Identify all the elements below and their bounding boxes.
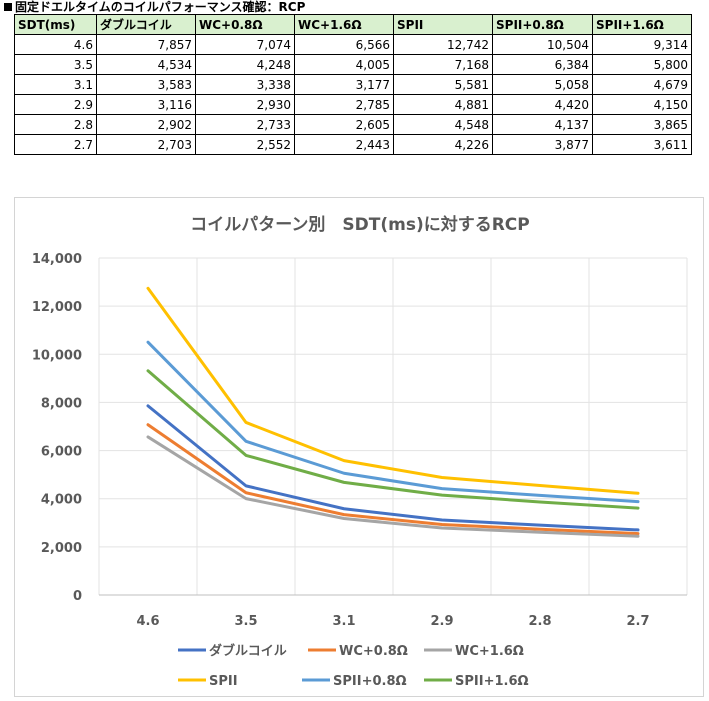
- y-tick-label: 12,000: [32, 300, 82, 315]
- table-header-row: SDT(ms) ダブルコイル WC+0.8Ω WC+1.6Ω SPII SPII…: [14, 14, 692, 35]
- chart-legend: ダブルコイル WC+0.8Ω WC+1.6Ω SPII SPII+0.8Ω SPII+1.…: [178, 643, 529, 689]
- table-cell[interactable]: 2,785: [294, 94, 394, 115]
- x-tick-label: 3.1: [332, 614, 355, 629]
- table-cell[interactable]: 3,583: [96, 74, 196, 95]
- sheet-title: 固定ドエルタイムのコイルパフォーマンス確認：RCP: [2, 0, 305, 14]
- chart-area[interactable]: コイルパターン別 SDT(ms)に対するRCP 0 2,000 4,000 6,000…: [14, 197, 704, 697]
- data-table: SDT(ms) ダブルコイル WC+0.8Ω WC+1.6Ω SPII SPII…: [14, 14, 692, 155]
- legend-label[interactable]: SPII+1.6Ω: [455, 674, 529, 689]
- table-row: 3.1 3,583 3,338 3,177 5,581 5,058 4,679: [14, 74, 692, 95]
- table-header[interactable]: SPII: [393, 14, 493, 35]
- table-cell[interactable]: 7,074: [195, 34, 295, 55]
- table-header[interactable]: SDT(ms): [14, 14, 97, 35]
- legend-label[interactable]: WC+1.6Ω: [455, 644, 524, 659]
- table-cell[interactable]: 3,877: [492, 134, 593, 155]
- y-tick-label: 0: [73, 589, 82, 604]
- table-cell[interactable]: 9,314: [592, 34, 692, 55]
- table-cell[interactable]: 4,420: [492, 94, 593, 115]
- series-lines: [146, 286, 640, 538]
- series-line[interactable]: [146, 369, 640, 510]
- table-row: 3.5 4,534 4,248 4,005 7,168 6,384 5,800: [14, 54, 692, 75]
- table-cell[interactable]: 3.1: [14, 74, 97, 95]
- table-cell[interactable]: 12,742: [393, 34, 493, 55]
- table-cell[interactable]: 4,881: [393, 94, 493, 115]
- table-cell[interactable]: 7,168: [393, 54, 493, 75]
- chart-title: コイルパターン別 SDT(ms)に対するRCP: [190, 214, 530, 235]
- legend-label[interactable]: SPII: [209, 674, 238, 689]
- series-line[interactable]: [146, 435, 640, 538]
- table-cell[interactable]: 2,703: [96, 134, 196, 155]
- table-cell[interactable]: 4,534: [96, 54, 196, 75]
- legend-label[interactable]: SPII+0.8Ω: [333, 674, 407, 689]
- table-cell[interactable]: 2,552: [195, 134, 295, 155]
- table-cell[interactable]: 4,137: [492, 114, 593, 135]
- y-tick-label: 8,000: [41, 396, 82, 411]
- table-header[interactable]: WC+1.6Ω: [294, 14, 394, 35]
- square-bullet-icon: [4, 3, 12, 11]
- x-tick-label: 2.7: [626, 614, 649, 629]
- table-cell[interactable]: 2,733: [195, 114, 295, 135]
- table-cell[interactable]: 3,116: [96, 94, 196, 115]
- y-tick-label: 4,000: [41, 493, 82, 508]
- table-header[interactable]: SPII+1.6Ω: [592, 14, 692, 35]
- table-cell[interactable]: 5,581: [393, 74, 493, 95]
- table-row: 2.9 3,116 2,930 2,785 4,881 4,420 4,150: [14, 94, 692, 115]
- table-cell[interactable]: 2,605: [294, 114, 394, 135]
- table-cell[interactable]: 6,566: [294, 34, 394, 55]
- x-tick-label: 4.6: [136, 614, 159, 629]
- table-cell[interactable]: 6,384: [492, 54, 593, 75]
- table-cell[interactable]: 4,548: [393, 114, 493, 135]
- x-tick-label: 3.5: [234, 614, 257, 629]
- table-cell[interactable]: 5,058: [492, 74, 593, 95]
- legend-label[interactable]: WC+0.8Ω: [339, 644, 408, 659]
- table-row: 2.8 2,902 2,733 2,605 4,548 4,137 3,865: [14, 114, 692, 135]
- table-header[interactable]: WC+0.8Ω: [195, 14, 295, 35]
- series-line[interactable]: [146, 404, 640, 532]
- legend-label[interactable]: ダブルコイル: [209, 643, 287, 659]
- sheet-title-text: 固定ドエルタイムのコイルパフォーマンス確認：RCP: [15, 0, 306, 14]
- y-tick-label: 14,000: [32, 252, 82, 267]
- table-cell[interactable]: 4,248: [195, 54, 295, 75]
- table-row: 4.6 7,857 7,074 6,566 12,742 10,504 9,314: [14, 34, 692, 55]
- table-cell[interactable]: 2.7: [14, 134, 97, 155]
- series-line[interactable]: [146, 423, 640, 536]
- y-tick-label: 6,000: [41, 445, 82, 460]
- y-axis-ticks: 0 2,000 4,000 6,000 8,000 10,000 12,000 14,000: [32, 252, 82, 604]
- table-cell[interactable]: 2.8: [14, 114, 97, 135]
- x-axis-ticks: 4.6 3.5 3.1 2.9 2.8 2.7: [136, 614, 649, 629]
- table-cell[interactable]: 7,857: [96, 34, 196, 55]
- table-header[interactable]: SPII+0.8Ω: [492, 14, 593, 35]
- table-cell[interactable]: 4,150: [592, 94, 692, 115]
- table-cell[interactable]: 4,005: [294, 54, 394, 75]
- table-cell[interactable]: 3.5: [14, 54, 97, 75]
- table-cell[interactable]: 2,443: [294, 134, 394, 155]
- table-cell[interactable]: 3,338: [195, 74, 295, 95]
- table-cell[interactable]: 2,930: [195, 94, 295, 115]
- table-cell[interactable]: 2.9: [14, 94, 97, 115]
- y-tick-label: 2,000: [41, 541, 82, 556]
- table-cell[interactable]: 4.6: [14, 34, 97, 55]
- x-tick-label: 2.8: [528, 614, 551, 629]
- x-tick-label: 2.9: [430, 614, 453, 629]
- y-tick-label: 10,000: [32, 348, 82, 363]
- table-cell[interactable]: 4,226: [393, 134, 493, 155]
- chart-gridlines: [98, 257, 688, 596]
- table-cell[interactable]: 3,611: [592, 134, 692, 155]
- table-cell[interactable]: 3,177: [294, 74, 394, 95]
- table-header[interactable]: ダブルコイル: [96, 14, 196, 35]
- table-cell[interactable]: 4,679: [592, 74, 692, 95]
- line-chart: コイルパターン別 SDT(ms)に対するRCP 0 2,000 4,000 6,000…: [32, 214, 688, 689]
- table-cell[interactable]: 3,865: [592, 114, 692, 135]
- series-line[interactable]: [146, 340, 640, 504]
- table-cell[interactable]: 2,902: [96, 114, 196, 135]
- table-row: 2.7 2,703 2,552 2,443 4,226 3,877 3,611: [14, 134, 692, 155]
- series-line[interactable]: [146, 286, 640, 495]
- table-cell[interactable]: 5,800: [592, 54, 692, 75]
- table-cell[interactable]: 10,504: [492, 34, 593, 55]
